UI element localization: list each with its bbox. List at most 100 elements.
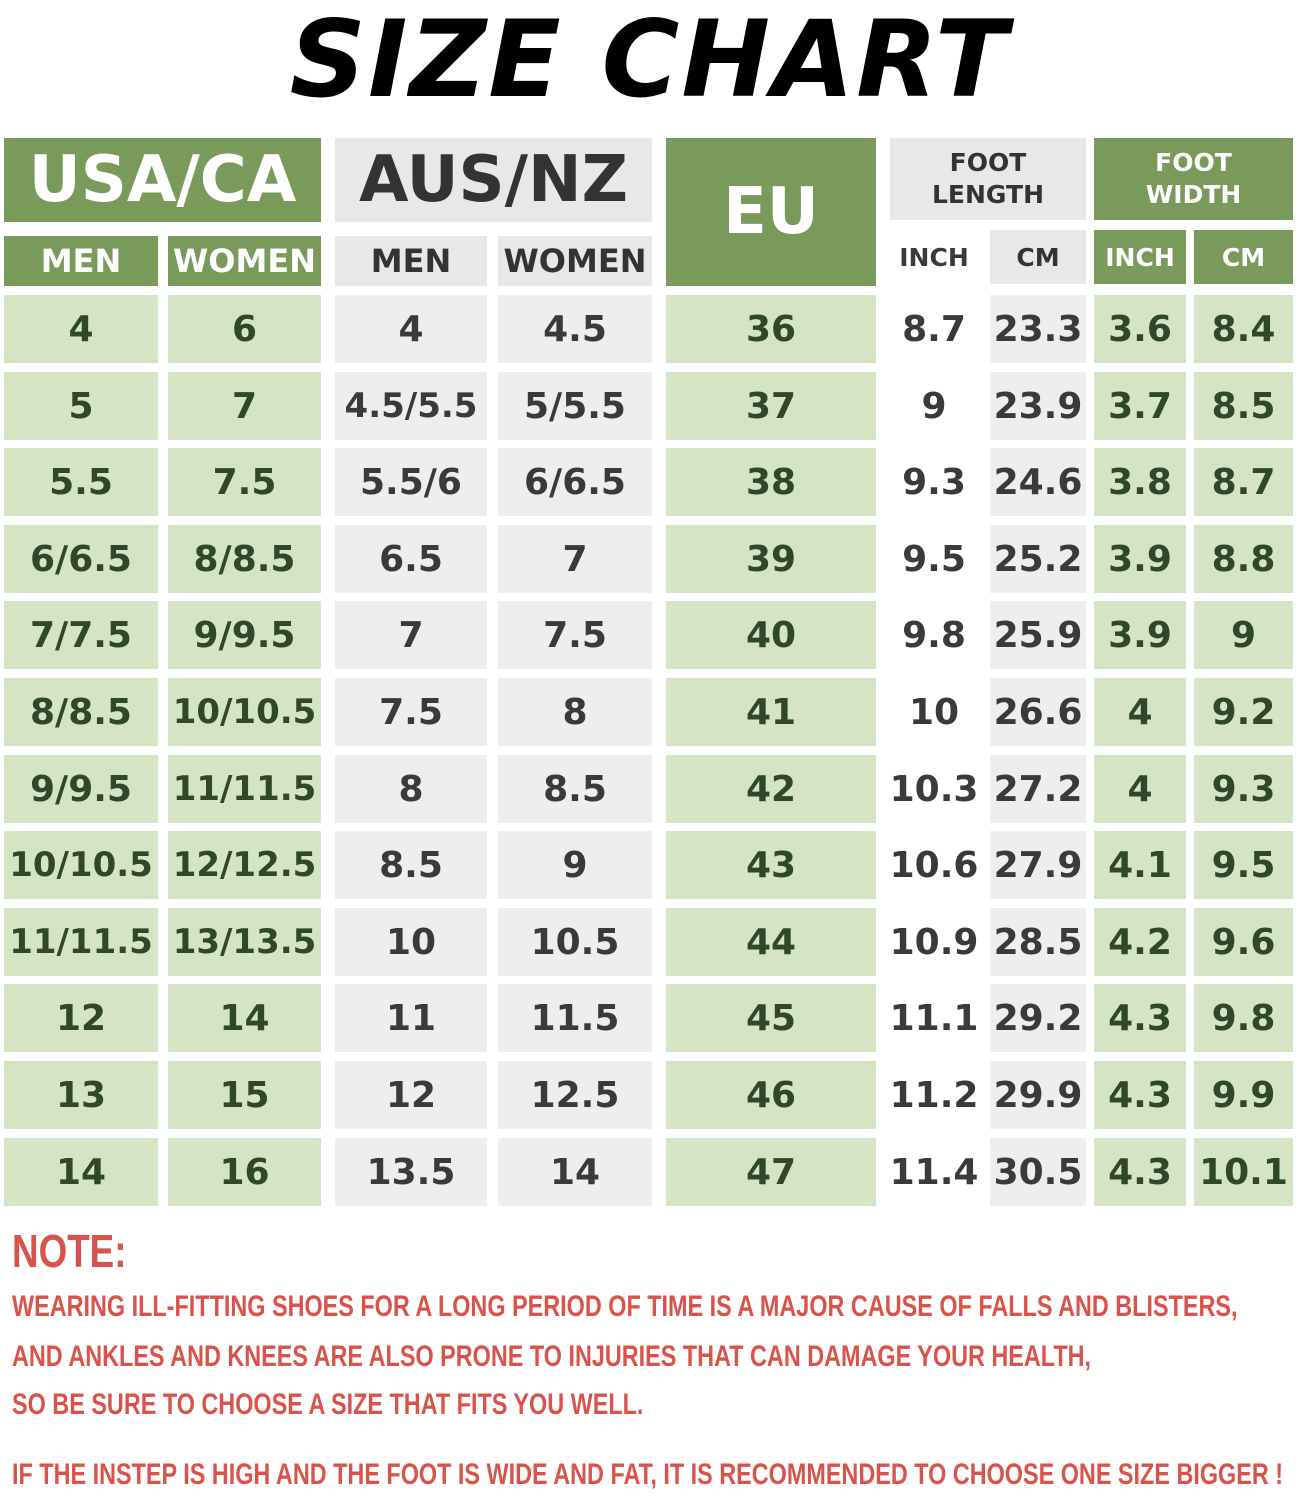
- cell-foot-length-cm: 28.5: [990, 908, 1086, 976]
- cell-foot-width-cm: 9.5: [1194, 831, 1293, 899]
- cell-aus-men: 13.5: [335, 1138, 487, 1206]
- subheader-aus-men: MEN: [335, 236, 487, 286]
- cell-aus-women: 9: [498, 831, 652, 899]
- cell-foot-width-cm: 9: [1194, 601, 1293, 669]
- cell-foot-width-cm: 10.1: [1194, 1138, 1293, 1206]
- cell-aus-women: 4.5: [498, 295, 652, 363]
- cell-usa-women: 11/11.5: [168, 755, 321, 823]
- cell-foot-length-cm: 30.5: [990, 1138, 1086, 1206]
- cell-aus-women: 11.5: [498, 984, 652, 1052]
- cell-foot-width-cm: 8.7: [1194, 448, 1293, 516]
- cell-aus-men: 6.5: [335, 525, 487, 593]
- cell-foot-length-inch: 9.8: [890, 601, 978, 669]
- cell-foot-length-inch: 8.7: [890, 295, 978, 363]
- cell-foot-length-inch: 10.9: [890, 908, 978, 976]
- cell-usa-men: 10/10.5: [4, 831, 158, 899]
- cell-foot-length-cm: 23.9: [990, 372, 1086, 440]
- cell-usa-men: 4: [4, 295, 158, 363]
- cell-aus-women: 8: [498, 678, 652, 746]
- cell-foot-length-cm: 24.6: [990, 448, 1086, 516]
- cell-foot-width-cm: 8.8: [1194, 525, 1293, 593]
- cell-eu: 41: [666, 678, 876, 746]
- cell-eu: 38: [666, 448, 876, 516]
- cell-aus-men: 10: [335, 908, 487, 976]
- cell-usa-women: 7.5: [168, 448, 321, 516]
- cell-foot-width-inch: 3.8: [1094, 448, 1186, 516]
- cell-eu: 44: [666, 908, 876, 976]
- subheader-usa-men: MEN: [4, 236, 158, 286]
- cell-eu: 46: [666, 1061, 876, 1129]
- header-usa-ca: USA/CA: [4, 138, 321, 222]
- cell-usa-men: 5.5: [4, 448, 158, 516]
- cell-foot-width-inch: 4.3: [1094, 1061, 1186, 1129]
- cell-foot-width-inch: 4: [1094, 678, 1186, 746]
- cell-foot-length-inch: 11.4: [890, 1138, 978, 1206]
- cell-foot-length-cm: 23.3: [990, 295, 1086, 363]
- cell-aus-women: 12.5: [498, 1061, 652, 1129]
- cell-eu: 40: [666, 601, 876, 669]
- cell-foot-length-inch: 11.2: [890, 1061, 978, 1129]
- cell-aus-men: 8.5: [335, 831, 487, 899]
- cell-foot-width-inch: 4.3: [1094, 1138, 1186, 1206]
- cell-eu: 36: [666, 295, 876, 363]
- cell-aus-women: 14: [498, 1138, 652, 1206]
- subheader-aus-women: WOMEN: [498, 236, 652, 286]
- cell-foot-width-cm: 9.9: [1194, 1061, 1293, 1129]
- cell-eu: 37: [666, 372, 876, 440]
- cell-aus-men: 12: [335, 1061, 487, 1129]
- cell-aus-men: 7.5: [335, 678, 487, 746]
- cell-aus-men: 4: [335, 295, 487, 363]
- cell-foot-length-cm: 26.6: [990, 678, 1086, 746]
- cell-foot-width-inch: 3.9: [1094, 525, 1186, 593]
- note-line: IF THE INSTEP IS HIGH AND THE FOOT IS WI…: [12, 1458, 1284, 1491]
- cell-foot-length-cm: 29.9: [990, 1061, 1086, 1129]
- cell-usa-women: 6: [168, 295, 321, 363]
- cell-foot-width-cm: 9.3: [1194, 755, 1293, 823]
- cell-aus-men: 7: [335, 601, 487, 669]
- cell-usa-women: 16: [168, 1138, 321, 1206]
- cell-foot-length-cm: 27.9: [990, 831, 1086, 899]
- header-aus-nz: AUS/NZ: [335, 138, 652, 222]
- cell-usa-women: 15: [168, 1061, 321, 1129]
- cell-usa-women: 10/10.5: [168, 678, 321, 746]
- cell-usa-men: 11/11.5: [4, 908, 158, 976]
- cell-usa-men: 8/8.5: [4, 678, 158, 746]
- cell-aus-women: 7: [498, 525, 652, 593]
- cell-usa-men: 13: [4, 1061, 158, 1129]
- cell-aus-women: 6/6.5: [498, 448, 652, 516]
- cell-aus-women: 8.5: [498, 755, 652, 823]
- subheader-width-cm: CM: [1194, 230, 1293, 284]
- cell-usa-men: 6/6.5: [4, 525, 158, 593]
- cell-usa-men: 5: [4, 372, 158, 440]
- cell-foot-width-inch: 4: [1094, 755, 1186, 823]
- cell-usa-women: 8/8.5: [168, 525, 321, 593]
- cell-foot-width-cm: 8.4: [1194, 295, 1293, 363]
- note-line: AND ANKLES AND KNEES ARE ALSO PRONE TO I…: [12, 1340, 1092, 1373]
- subheader-length-inch: INCH: [890, 230, 978, 284]
- cell-eu: 43: [666, 831, 876, 899]
- cell-foot-width-inch: 4.1: [1094, 831, 1186, 899]
- cell-aus-women: 5/5.5: [498, 372, 652, 440]
- cell-foot-width-inch: 4.2: [1094, 908, 1186, 976]
- cell-foot-width-inch: 4.3: [1094, 984, 1186, 1052]
- subheader-length-cm: CM: [990, 230, 1086, 284]
- cell-foot-length-inch: 10: [890, 678, 978, 746]
- cell-foot-length-inch: 9: [890, 372, 978, 440]
- cell-eu: 39: [666, 525, 876, 593]
- cell-usa-men: 14: [4, 1138, 158, 1206]
- cell-usa-men: 7/7.5: [4, 601, 158, 669]
- note-line: SO BE SURE TO CHOOSE A SIZE THAT FITS YO…: [12, 1388, 644, 1421]
- cell-foot-width-cm: 9.2: [1194, 678, 1293, 746]
- cell-foot-width-inch: 3.6: [1094, 295, 1186, 363]
- cell-aus-men: 4.5/5.5: [335, 372, 487, 440]
- cell-foot-length-cm: 29.2: [990, 984, 1086, 1052]
- cell-foot-length-inch: 10.3: [890, 755, 978, 823]
- cell-foot-length-cm: 27.2: [990, 755, 1086, 823]
- cell-foot-length-inch: 9.3: [890, 448, 978, 516]
- cell-foot-width-inch: 3.9: [1094, 601, 1186, 669]
- cell-usa-women: 9/9.5: [168, 601, 321, 669]
- cell-usa-women: 13/13.5: [168, 908, 321, 976]
- cell-foot-width-cm: 8.5: [1194, 372, 1293, 440]
- cell-usa-men: 12: [4, 984, 158, 1052]
- cell-usa-women: 7: [168, 372, 321, 440]
